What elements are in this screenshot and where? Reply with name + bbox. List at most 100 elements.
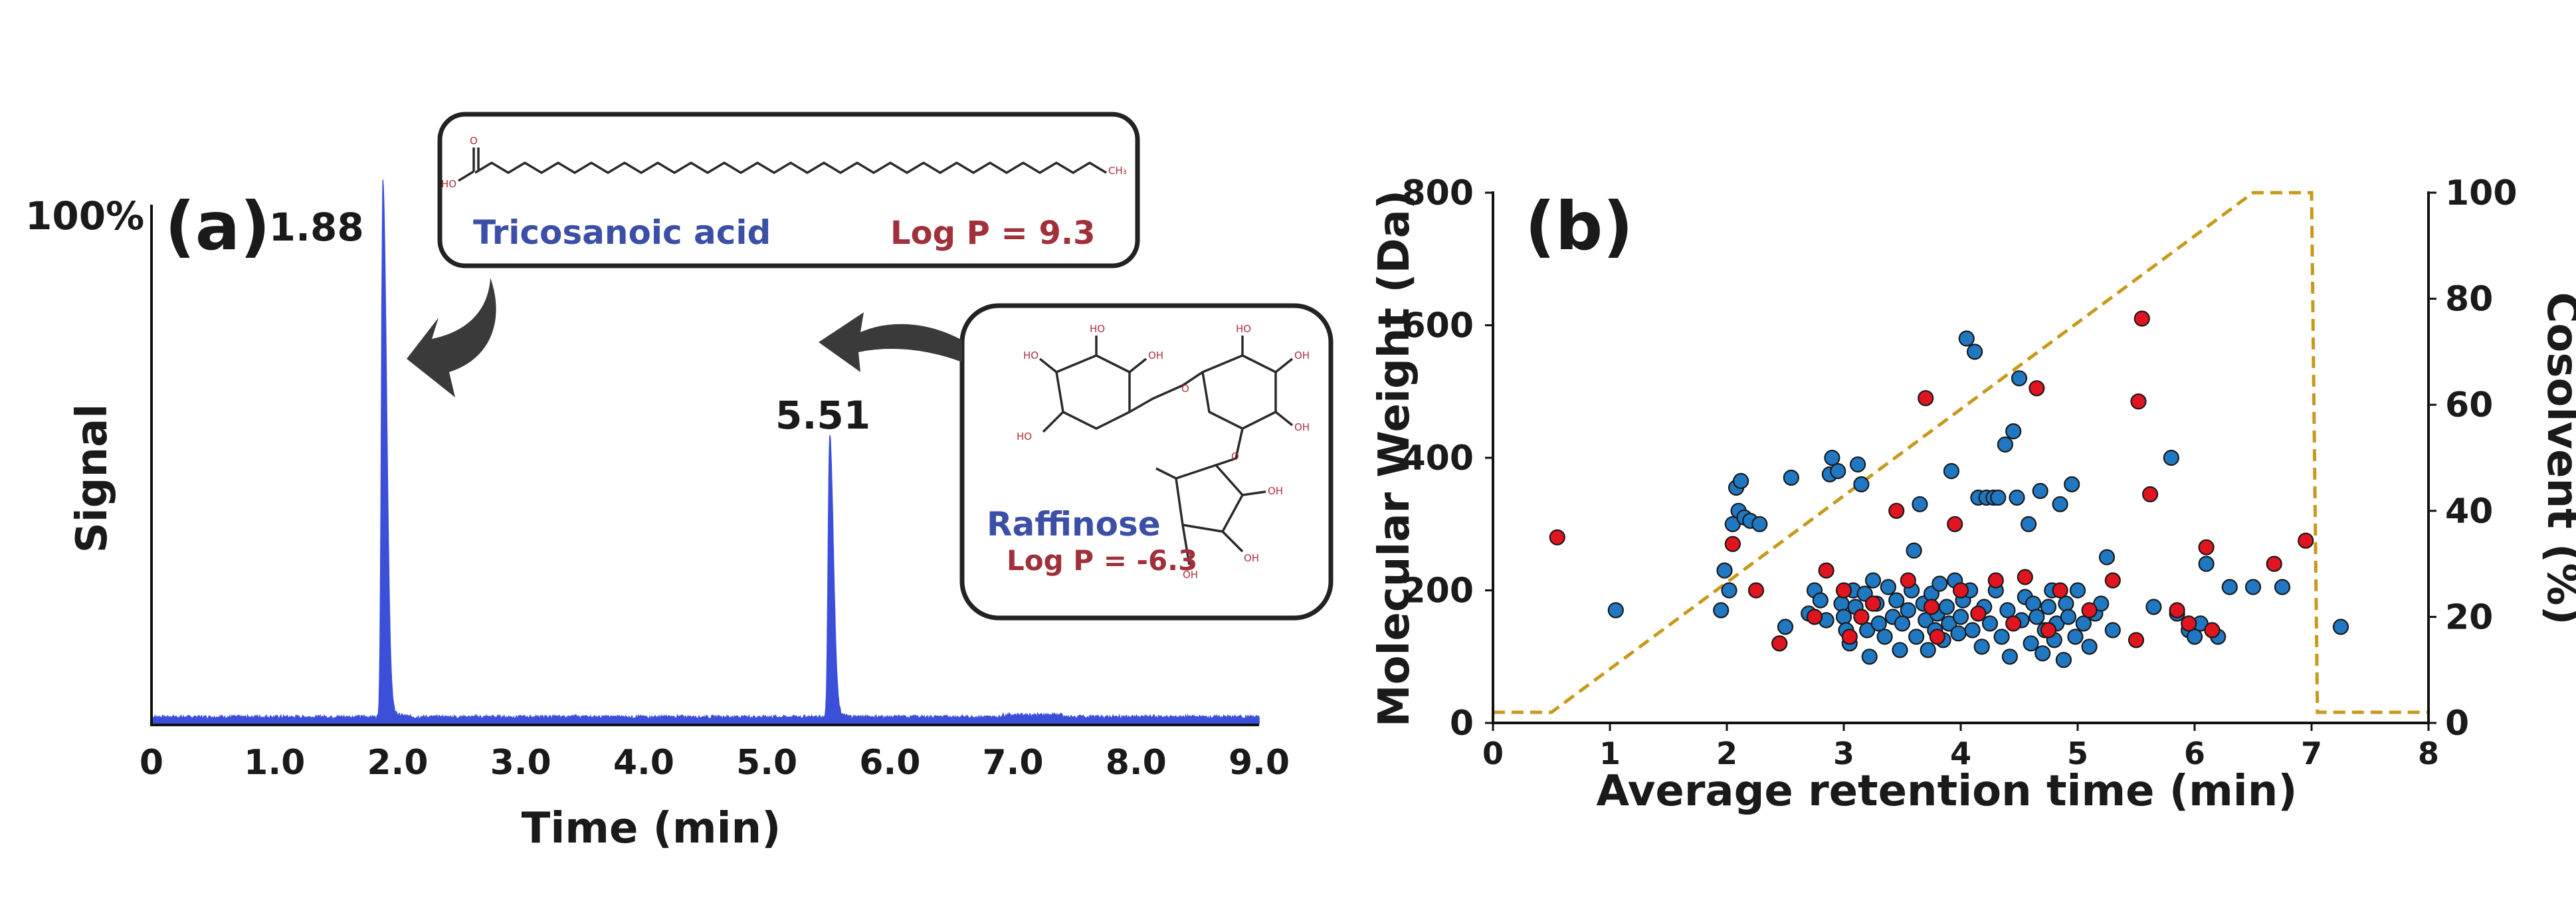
data-point bbox=[2029, 609, 2045, 625]
x-tick-label: 6.0 bbox=[859, 743, 920, 783]
data-point bbox=[1888, 592, 1905, 609]
data-point bbox=[2055, 652, 2072, 668]
curved-arrow-icon bbox=[819, 312, 962, 372]
data-point bbox=[1853, 609, 1870, 625]
callout-box bbox=[959, 303, 1334, 621]
methyl-label: CH₃ bbox=[1108, 165, 1127, 177]
y-axis-title: Signal bbox=[68, 404, 117, 553]
panel-a-label: (a) bbox=[165, 187, 270, 265]
data-point bbox=[1607, 602, 1624, 619]
data-point bbox=[2081, 602, 2098, 619]
data-point bbox=[1964, 622, 1981, 639]
compound-name-tricosanoic: Tricosanoic acid bbox=[473, 213, 771, 252]
data-point bbox=[1900, 572, 1916, 589]
x-tick-label: 5.0 bbox=[736, 743, 797, 783]
data-point bbox=[2017, 569, 2033, 585]
data-point bbox=[1918, 390, 1934, 407]
hydroxyl-label: HO bbox=[1090, 323, 1105, 335]
data-point bbox=[1997, 436, 2013, 453]
x-tick-label: 3.0 bbox=[490, 743, 551, 783]
x-tick-label: 8 bbox=[2418, 736, 2439, 771]
data-point bbox=[2198, 555, 2215, 572]
y-axis-title: Molecular Weight (Da) bbox=[1370, 190, 1419, 727]
data-point bbox=[2104, 572, 2121, 589]
y2-tick-label: 40 bbox=[2445, 492, 2493, 532]
bond bbox=[1274, 357, 1294, 373]
data-point bbox=[1967, 344, 1983, 360]
data-point bbox=[2145, 599, 2162, 615]
x-tick-label: 7.0 bbox=[982, 743, 1043, 783]
fatty-chain-structure bbox=[474, 161, 1107, 174]
data-point bbox=[1908, 629, 1925, 645]
chromatogram-trace bbox=[151, 179, 1260, 724]
data-point bbox=[2274, 579, 2291, 595]
data-point bbox=[1777, 619, 1794, 635]
data-point bbox=[2130, 393, 2147, 410]
bond bbox=[1221, 530, 1244, 553]
data-point bbox=[2221, 579, 2238, 595]
data-point bbox=[2142, 486, 2159, 503]
logp-raffinose: Log P = -6.3 bbox=[1007, 544, 1197, 577]
data-point bbox=[2001, 649, 2018, 665]
x-tick-label: 9.0 bbox=[1229, 743, 1290, 783]
y2-tick-label: 100 bbox=[2445, 173, 2518, 213]
data-point bbox=[1861, 649, 1878, 665]
data-point bbox=[1549, 529, 1565, 546]
data-point bbox=[2266, 555, 2282, 572]
data-point bbox=[1894, 615, 1911, 632]
data-point bbox=[2169, 602, 2185, 619]
hydroxyl-label: HO bbox=[1023, 350, 1039, 361]
peak-labels: 1.88 5.51 bbox=[269, 205, 870, 438]
data-point bbox=[1952, 609, 1969, 625]
bond bbox=[1274, 411, 1294, 427]
hydroxyl-label: OH bbox=[1183, 569, 1198, 581]
x-axis-title: Time (min) bbox=[522, 804, 781, 853]
x-tick-label: 1.0 bbox=[244, 743, 305, 783]
data-point bbox=[1864, 572, 1882, 589]
data-point bbox=[2332, 619, 2349, 635]
data-point bbox=[2075, 615, 2092, 632]
data-point bbox=[2060, 609, 2076, 625]
data-point bbox=[1981, 615, 1999, 632]
data-point bbox=[1958, 330, 1975, 347]
data-point bbox=[2204, 622, 2221, 639]
x-tick-label: 8.0 bbox=[1106, 743, 1167, 783]
data-point bbox=[2067, 629, 2084, 645]
data-point bbox=[2040, 599, 2057, 615]
y-tick-labels: 0 200 400 600 800 bbox=[1401, 173, 1493, 744]
data-point bbox=[2023, 635, 2039, 652]
data-point bbox=[1970, 605, 1987, 622]
data-point bbox=[1973, 639, 1990, 655]
data-point bbox=[2098, 549, 2116, 565]
data-point bbox=[2064, 476, 2080, 493]
data-point bbox=[2005, 423, 2022, 440]
data-point bbox=[1835, 582, 1852, 599]
peak-label: 1.88 bbox=[269, 205, 364, 250]
hydroxyl-label: HO bbox=[441, 178, 456, 190]
x-tick-label: 2 bbox=[1716, 736, 1737, 771]
scatter-points bbox=[1549, 310, 2349, 668]
data-point bbox=[2186, 629, 2203, 645]
data-point bbox=[2021, 516, 2037, 532]
hydroxyl-bond bbox=[458, 170, 474, 182]
y-tick-label: 400 bbox=[1401, 439, 1474, 478]
data-point bbox=[1771, 635, 1788, 652]
data-point bbox=[2034, 645, 2051, 662]
data-point bbox=[1912, 496, 1928, 512]
fructose-ring-structure bbox=[1175, 464, 1244, 533]
hydroxyl-label: OH bbox=[1294, 421, 1310, 433]
callout-box bbox=[437, 112, 1140, 268]
data-point bbox=[2181, 615, 2197, 632]
data-point bbox=[2133, 310, 2150, 327]
hydroxyl-label: OH bbox=[1244, 552, 1259, 564]
bond bbox=[1039, 357, 1058, 373]
data-point bbox=[1990, 489, 2007, 506]
x-tick-label: 0 bbox=[140, 743, 163, 783]
data-point bbox=[1880, 579, 1896, 595]
x-tick-label: 4.0 bbox=[613, 743, 674, 783]
x-tick-label: 7 bbox=[2301, 736, 2322, 771]
hydroxyl-label: HO bbox=[1017, 431, 1032, 443]
data-point bbox=[1818, 562, 1834, 579]
y2-tick-label: 80 bbox=[2445, 280, 2493, 320]
y-top-label: 100% bbox=[25, 193, 144, 239]
